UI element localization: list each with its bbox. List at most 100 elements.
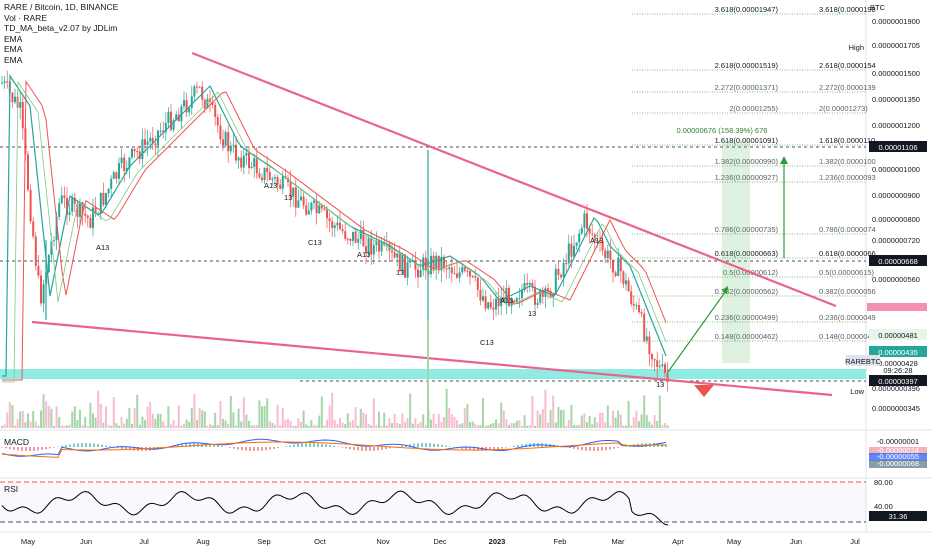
macd-histogram-bar bbox=[41, 447, 43, 450]
macd-histogram-bar bbox=[81, 443, 83, 447]
candle-body bbox=[570, 243, 573, 257]
volume-bar bbox=[53, 425, 55, 428]
candle-body bbox=[115, 172, 118, 179]
volume-bar bbox=[445, 388, 448, 428]
volume-bar bbox=[339, 417, 341, 428]
macd-histogram-bar bbox=[385, 447, 387, 450]
macd-histogram-bar bbox=[405, 444, 407, 447]
macd-histogram-bar bbox=[585, 447, 587, 451]
time-axis-label: May bbox=[727, 537, 741, 546]
candle-body bbox=[250, 166, 253, 169]
rsi-label[interactable]: RSI bbox=[4, 484, 19, 494]
macd-histogram-bar bbox=[321, 443, 323, 447]
macd-histogram-bar bbox=[469, 447, 471, 451]
fib-left-label: 2(0.00001255) bbox=[729, 104, 778, 113]
price-axis-tick: 0.0000000800 bbox=[872, 215, 920, 224]
macd-histogram-bar bbox=[61, 445, 63, 447]
volume-bar bbox=[294, 425, 297, 428]
macd-axis-tick: -0.00000024 bbox=[877, 446, 919, 455]
candle-body bbox=[479, 289, 482, 301]
candle-body bbox=[378, 240, 380, 252]
tag-last-price: 0.00000435 bbox=[878, 348, 918, 357]
candle-body bbox=[404, 254, 406, 278]
candle-body bbox=[6, 81, 9, 83]
indicator-label[interactable]: TD_MA_beta_v2.07 by JDLim bbox=[4, 23, 118, 33]
symbol-title[interactable]: RARE / Bitcoin, 1D, BINANCE bbox=[4, 2, 119, 12]
volume-bar bbox=[482, 397, 484, 428]
volume-bar bbox=[276, 404, 279, 428]
candle-body bbox=[240, 157, 243, 168]
volume-bar bbox=[575, 425, 578, 428]
fib-left-label: 1.236(0.00000927) bbox=[715, 173, 779, 182]
candle-body bbox=[193, 86, 196, 97]
candle-body bbox=[406, 262, 409, 278]
candle-body bbox=[580, 227, 583, 234]
candle-body bbox=[274, 177, 276, 179]
volume-bar bbox=[411, 423, 414, 428]
volume-bar bbox=[37, 425, 40, 428]
macd-histogram-bar bbox=[241, 447, 243, 451]
volume-bar bbox=[219, 401, 222, 428]
macd-histogram-bar bbox=[313, 443, 315, 447]
low-label: Low bbox=[850, 387, 864, 396]
volume-bar bbox=[162, 421, 165, 428]
candle-body bbox=[567, 243, 570, 264]
volume-bar bbox=[404, 421, 406, 428]
volume-bar bbox=[333, 419, 336, 428]
candle-body bbox=[466, 270, 469, 272]
macd-histogram-bar bbox=[289, 445, 291, 447]
macd-histogram-bar bbox=[49, 447, 51, 449]
candle-body bbox=[146, 141, 149, 145]
volume-bar bbox=[170, 424, 172, 428]
volume-label[interactable]: Vol · RARE bbox=[4, 12, 47, 23]
volume-bar bbox=[370, 425, 373, 428]
volume-bar bbox=[60, 425, 63, 428]
candle-body bbox=[635, 305, 638, 307]
volume-bar bbox=[196, 420, 198, 428]
volume-bar bbox=[136, 394, 139, 428]
volume-bar bbox=[268, 421, 271, 428]
candle-body bbox=[128, 157, 131, 168]
ema-label-2[interactable]: EMA bbox=[4, 44, 23, 54]
volume-bar bbox=[71, 411, 74, 428]
macd-histogram-bar bbox=[221, 446, 223, 447]
macd-histogram-bar bbox=[121, 447, 123, 449]
td-label: A13 bbox=[264, 181, 277, 190]
macd-histogram-bar bbox=[573, 447, 575, 449]
candle-body bbox=[76, 203, 79, 217]
candle-body bbox=[471, 276, 474, 278]
ema-label-1[interactable]: EMA bbox=[4, 33, 23, 44]
volume-bar bbox=[34, 421, 37, 428]
candle-body bbox=[242, 155, 245, 168]
volume-bar bbox=[484, 425, 487, 428]
macd-histogram-bar bbox=[237, 447, 239, 450]
volume-bar bbox=[331, 392, 334, 428]
candle-body bbox=[60, 195, 63, 203]
macd-histogram-bar bbox=[417, 443, 419, 447]
candle-body bbox=[149, 137, 152, 142]
volume-bar bbox=[21, 410, 24, 428]
candle-body bbox=[456, 273, 458, 278]
macd-histogram-bar bbox=[277, 447, 279, 449]
volume-bar bbox=[398, 423, 401, 428]
volume-bar bbox=[141, 416, 144, 428]
macd-histogram-bar bbox=[53, 447, 55, 448]
volume-bar bbox=[97, 390, 100, 428]
price-axis-tick: 0.0000000345 bbox=[872, 404, 920, 413]
candle-body bbox=[55, 216, 58, 241]
macd-histogram-bar bbox=[421, 443, 423, 447]
candle-body bbox=[625, 280, 627, 285]
candle-body bbox=[528, 282, 531, 285]
macd-label[interactable]: MACD bbox=[4, 437, 30, 447]
volume-bar bbox=[102, 422, 105, 428]
candle-body bbox=[294, 187, 297, 208]
candle-body bbox=[58, 202, 61, 217]
macd-histogram-bar bbox=[17, 447, 19, 451]
candle-body bbox=[422, 257, 425, 271]
ema-label-3[interactable]: EMA bbox=[4, 54, 23, 65]
macd-histogram-bar bbox=[193, 443, 195, 447]
macd-histogram-bar bbox=[569, 447, 571, 448]
volume-bar bbox=[495, 419, 497, 428]
